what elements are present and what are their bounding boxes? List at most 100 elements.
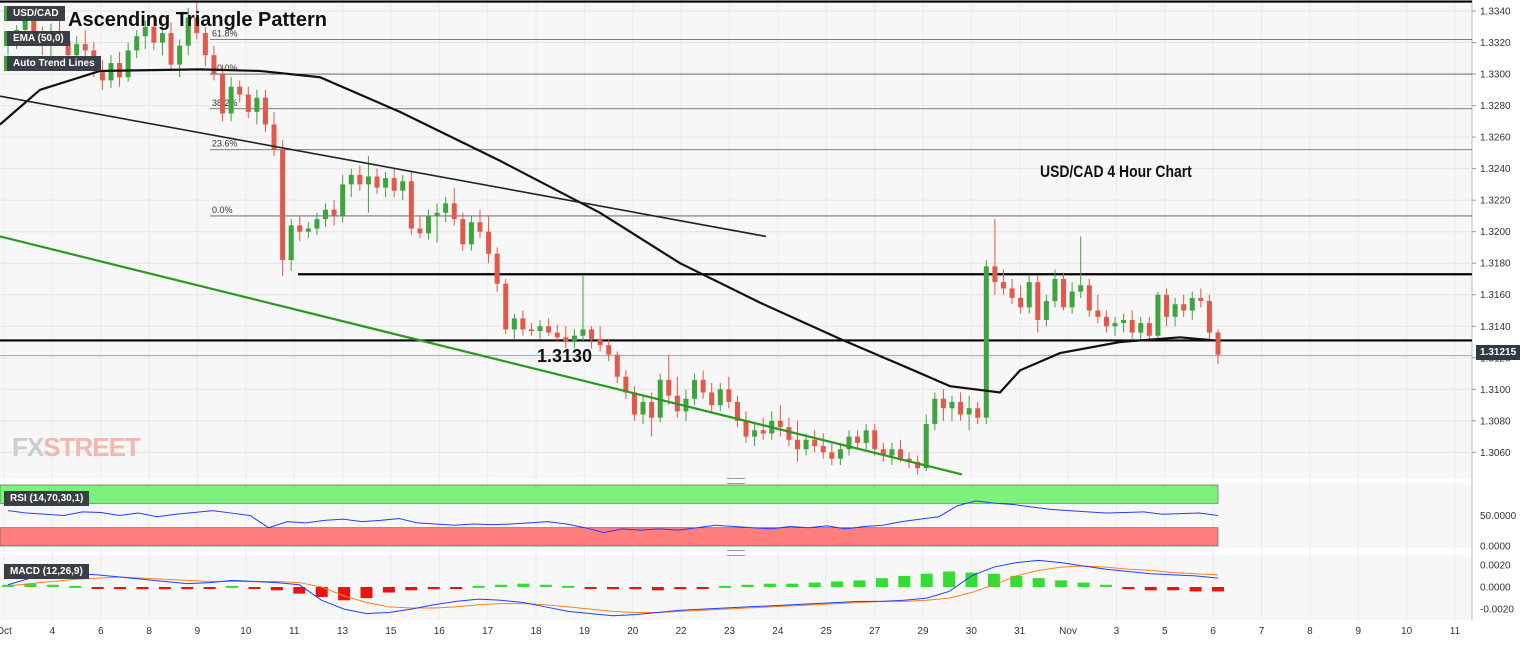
y-tick-label: 1.3140 (1480, 322, 1511, 333)
legend-rsi[interactable]: RSI (14,70,30,1) (4, 491, 90, 506)
candle-body (846, 436, 852, 450)
macd-histogram-bar (69, 585, 82, 588)
candle-body (992, 266, 998, 283)
candle-body (468, 222, 474, 245)
candle-body (966, 408, 972, 415)
candle-body (177, 45, 183, 65)
candle-body (1189, 297, 1195, 311)
x-tick-label: 11 (1450, 626, 1461, 637)
candle-body (391, 178, 397, 191)
candle-body (795, 439, 801, 450)
candle-body (915, 461, 921, 469)
rsi-y-tick-label: 0.0000 (1480, 542, 1511, 553)
x-tick-label: 15 (385, 626, 397, 637)
candle-body (365, 176, 371, 185)
candle-body (254, 97, 260, 112)
candle-body (297, 225, 303, 232)
candle-body (571, 335, 577, 343)
candle-body (417, 228, 423, 234)
x-tick-label: 19 (579, 626, 591, 637)
x-tick-label: 22 (676, 626, 688, 637)
candle-body (897, 449, 903, 459)
candle-body (211, 55, 217, 75)
x-tick-label: 8 (1307, 626, 1313, 637)
x-tick-label: 6 (1210, 626, 1216, 637)
candle-body (666, 379, 672, 396)
candle-body (975, 408, 981, 418)
macd-histogram-bar (158, 587, 171, 590)
macd-histogram-bar (405, 587, 418, 591)
candle-body (323, 209, 329, 220)
macd-histogram-bar (1055, 580, 1068, 587)
x-tick-label: 29 (917, 626, 929, 637)
candle-body (280, 149, 286, 261)
rsi-overbought-zone (0, 484, 1219, 504)
candle-body (262, 97, 268, 125)
legend-macd[interactable]: MACD (12,26,9) (4, 564, 89, 579)
pane-resize-handle[interactable] (727, 478, 745, 484)
last-price-tag: 1.31215 (1476, 345, 1521, 360)
x-tick-label: 4 (50, 626, 56, 637)
candle-body (563, 337, 569, 343)
candle-body (752, 430, 758, 437)
macd-histogram-bar (472, 585, 485, 588)
y-tick-label: 1.3280 (1480, 101, 1511, 112)
x-tick-label: 3 (1114, 626, 1120, 637)
candle-body (383, 178, 389, 188)
candle-body (1061, 278, 1067, 308)
candle-body (400, 181, 406, 191)
y-tick-label: 1.3300 (1480, 70, 1511, 81)
macd-histogram-bar (629, 587, 642, 590)
x-tick-label: 27 (869, 626, 881, 637)
fib-level-label: 23.6% (212, 139, 238, 149)
x-tick-label: 6 (98, 626, 104, 637)
x-tick-label: 18 (530, 626, 542, 637)
candle-body (159, 33, 165, 43)
macd-histogram-bar (965, 572, 978, 587)
candle-body (597, 338, 603, 346)
macd-histogram-bar (674, 587, 687, 590)
timeframe-label: USD/CAD 4 Hour Chart (1040, 162, 1192, 181)
macd-y-tick-label: -0.0020 (1480, 605, 1514, 616)
macd-histogram-bar (136, 587, 149, 590)
fib-level-label: 50.0% (212, 63, 238, 73)
macd-histogram-bar (382, 587, 395, 593)
macd-histogram-bar (517, 583, 530, 587)
candle-body (82, 44, 88, 51)
legend-ema[interactable]: EMA (50,0) (4, 31, 70, 46)
rsi-line (7, 500, 1219, 534)
candle-body (99, 70, 105, 81)
macd-histogram-bar (226, 585, 239, 588)
candle-body (1138, 323, 1144, 333)
candle-body (357, 174, 363, 185)
macd-histogram-bar (1212, 587, 1224, 592)
candle-body (1069, 291, 1075, 308)
candle-body (125, 50, 131, 78)
candle-body (803, 439, 809, 450)
macd-line (7, 559, 1219, 617)
candle-body (151, 26, 157, 43)
candle-body (1026, 282, 1032, 308)
candle-body (1095, 310, 1101, 317)
legend-trend-lines[interactable]: Auto Trend Lines (4, 56, 101, 71)
macd-histogram-bar (360, 587, 373, 599)
candle-body (743, 420, 749, 437)
candle-body (237, 86, 243, 95)
macd-histogram-bar (46, 584, 59, 587)
candle-body (623, 376, 629, 393)
ema-50-line (0, 68, 1216, 394)
candle-body (923, 423, 929, 469)
candle-body (709, 392, 715, 406)
legend-symbol[interactable]: USD/CAD (4, 6, 65, 21)
candle-body (692, 379, 698, 399)
candle-body (408, 181, 414, 229)
candle-body (1181, 304, 1187, 311)
candle-body (1078, 285, 1084, 292)
candle-body (700, 379, 706, 393)
pane-resize-handle[interactable] (727, 550, 745, 556)
candle-body (589, 329, 595, 339)
macd-histogram-bar (338, 587, 351, 601)
macd-histogram-bar (696, 587, 709, 589)
